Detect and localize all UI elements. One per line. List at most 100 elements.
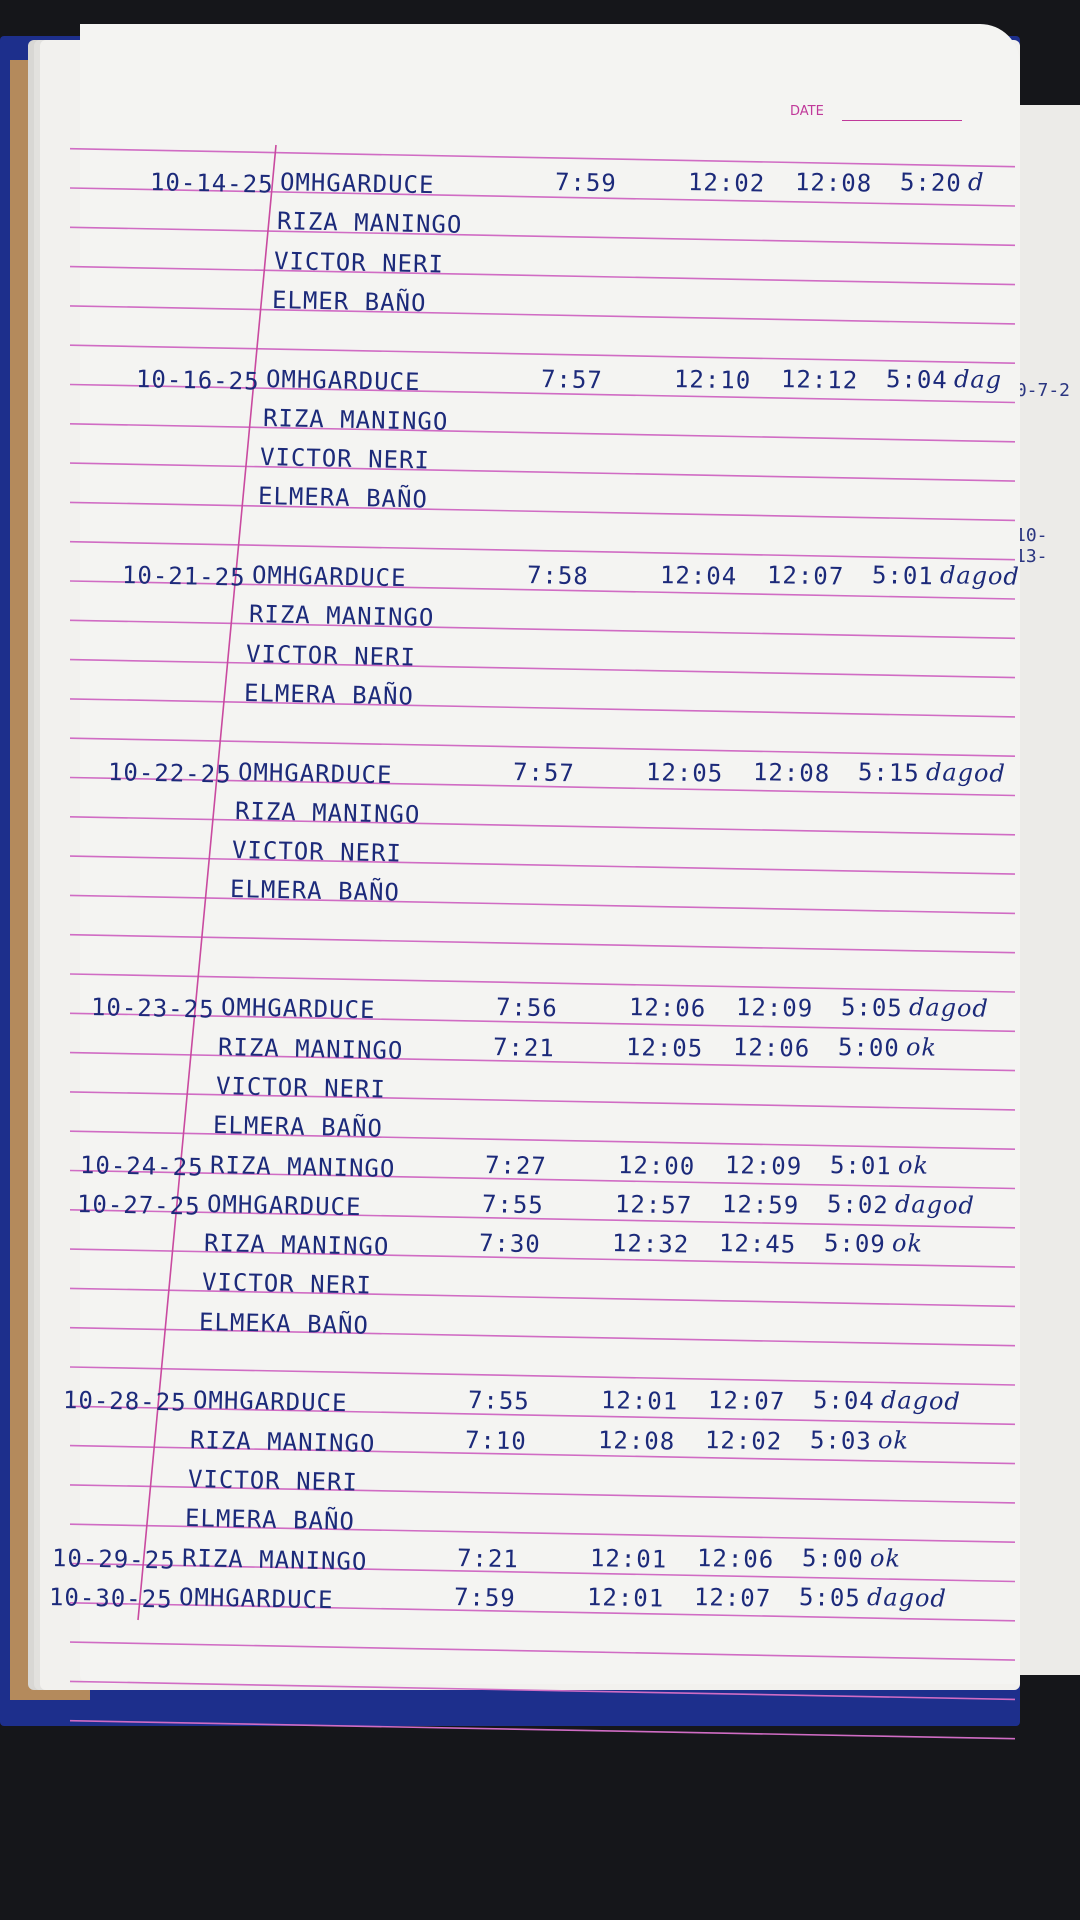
time-out-pm: 5:04 [885, 364, 949, 394]
signature: ok [869, 1543, 902, 1573]
entry-date: 10-28-25 [62, 1386, 188, 1417]
signature: dagod [866, 1582, 948, 1613]
ruled-line [69, 1091, 1016, 1111]
ruled-line [69, 501, 1016, 522]
employee-name: RIZA MANINGO [234, 796, 421, 829]
ruled-line [69, 1051, 1016, 1072]
time-out-pm: 5:01 [871, 561, 935, 591]
employee-name: VICTOR NERI [260, 443, 431, 475]
time-out-pm: 5:09 [824, 1229, 887, 1259]
ruled-line [69, 423, 1016, 443]
time-out-pm: 5:05 [798, 1582, 862, 1613]
time-out-am: 12:57 [614, 1189, 693, 1220]
ruled-line [69, 1366, 1016, 1386]
employee-name: OMHGARDUCE [192, 1386, 348, 1418]
date-header-line [842, 120, 962, 121]
ruled-line [69, 816, 1016, 836]
signature: dagod [939, 561, 1021, 591]
time-in-am: 7:56 [495, 993, 559, 1023]
entry-date: 10-29-25 [51, 1543, 176, 1575]
time-in-am: 7:55 [467, 1386, 531, 1416]
signature: ok [892, 1229, 924, 1258]
employee-name: RIZA MANINGO [190, 1425, 377, 1458]
ruled-line [69, 1248, 1016, 1268]
ruled-line [69, 1405, 1016, 1426]
time-in-am: 7:55 [481, 1189, 545, 1220]
entry-date: 10-14-25 [149, 168, 274, 199]
signature: ok [897, 1150, 930, 1180]
employee-name: RIZA MANINGO [276, 207, 463, 240]
employee-name: RIZA MANINGO [262, 403, 449, 436]
time-out-am: 12:01 [589, 1543, 668, 1574]
employee-name: VICTOR NERI [187, 1464, 358, 1497]
ruled-line [69, 187, 1016, 207]
employee-name: OMHGARDUCE [237, 757, 393, 789]
time-out-am: 12:01 [600, 1386, 679, 1416]
time-in-pm: 12:02 [705, 1425, 783, 1456]
ruled-line [69, 1602, 1016, 1622]
signature: dagod [880, 1386, 962, 1416]
entry-date: 10-22-25 [107, 757, 232, 789]
employee-name: ELMERA BAÑO [212, 1111, 384, 1143]
time-in-am: 7:27 [484, 1150, 548, 1180]
time-out-am: 12:08 [598, 1425, 676, 1456]
time-in-am: 7:57 [512, 757, 576, 787]
margin-line [137, 144, 277, 1621]
employee-name: OMHGARDUCE [206, 1189, 362, 1222]
employee-name: RIZA MANINGO [248, 600, 435, 633]
time-in-am: 7:58 [526, 561, 590, 591]
ruled-line [69, 580, 1016, 600]
employee-name: VICTOR NERI [274, 246, 445, 279]
employee-name: VICTOR NERI [232, 836, 403, 868]
time-out-am: 12:02 [687, 168, 766, 198]
time-out-am: 12:04 [659, 561, 738, 591]
time-in-am: 7:21 [456, 1543, 520, 1573]
employee-name: ELMERA BAÑO [229, 875, 400, 907]
ruled-line [69, 1562, 1016, 1583]
ruled-line [69, 147, 1016, 168]
ruled-line [69, 698, 1016, 718]
entry-date: 10-24-25 [79, 1150, 204, 1182]
time-in-pm: 12:59 [721, 1189, 800, 1220]
signature: ok [906, 1032, 938, 1062]
time-out-am: 12:05 [626, 1032, 704, 1063]
time-in-pm: 12:08 [752, 757, 831, 788]
ruled-line [69, 383, 1016, 404]
employee-name: ELMER BAÑO [271, 285, 427, 318]
next-page-date: 10-7-2 [1005, 380, 1071, 401]
entry-date: 10-30-25 [48, 1582, 174, 1614]
employee-name: RIZA MANINGO [218, 1032, 405, 1065]
time-out-pm: 5:03 [810, 1425, 873, 1455]
employee-name: ELMEKA BAÑO [198, 1307, 370, 1340]
employee-name: OMHGARDUCE [279, 168, 435, 200]
employee-name: ELMERA BAÑO [257, 482, 428, 514]
ruled-line [69, 855, 1016, 875]
ruled-line [69, 737, 1016, 757]
employee-name: ELMERA BAÑO [243, 678, 414, 711]
time-in-pm: 12:07 [766, 561, 845, 591]
time-in-am: 7:21 [493, 1032, 556, 1062]
ruled-line [69, 1169, 1016, 1190]
ruled-line [69, 1287, 1016, 1308]
ruled-line [69, 619, 1016, 640]
ruled-line [69, 1326, 1016, 1347]
employee-name: ELMERA BAÑO [184, 1504, 356, 1536]
signature: dagod [925, 757, 1007, 788]
signature: dag [953, 364, 1003, 394]
ruled-line [69, 1680, 1016, 1701]
employee-name: OMHGARDUCE [251, 561, 407, 593]
ruled-line [69, 894, 1016, 915]
time-out-am: 12:06 [628, 993, 707, 1023]
time-in-pm: 12:45 [719, 1229, 797, 1259]
time-in-pm: 12:12 [780, 364, 859, 395]
employee-name: OMHGARDUCE [220, 993, 376, 1025]
ruled-line [69, 1012, 1016, 1033]
ruled-line [69, 1641, 1016, 1661]
ruled-line [69, 226, 1016, 247]
next-page-date: 10-13- [1015, 525, 1048, 567]
time-out-am: 12:00 [617, 1150, 696, 1181]
entry-date: 10-23-25 [90, 993, 216, 1024]
time-out-am: 12:01 [586, 1582, 665, 1613]
time-in-pm: 12:09 [735, 993, 814, 1023]
